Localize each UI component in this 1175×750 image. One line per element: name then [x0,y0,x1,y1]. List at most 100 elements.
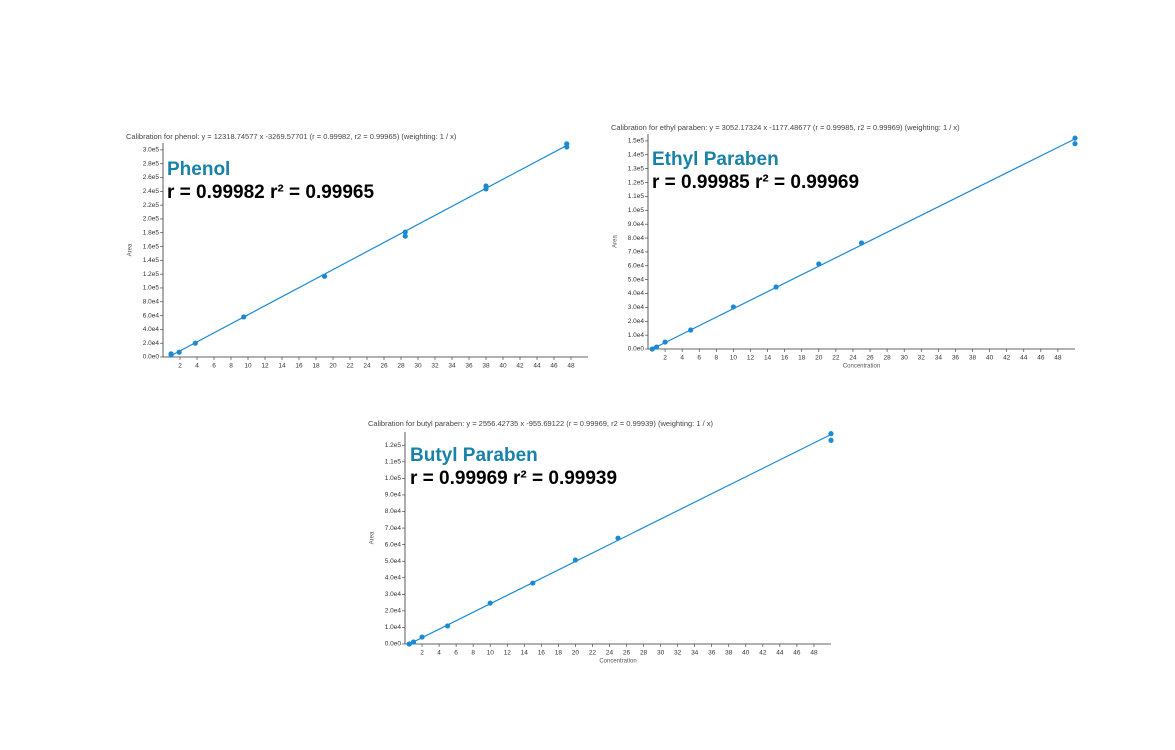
data-point [649,346,655,352]
x-tick-label: 44 [533,363,541,370]
data-point [402,233,408,239]
data-point [828,437,834,443]
data-point [168,351,174,357]
y-tick-label: 9.0e4 [628,221,645,228]
x-tick-label: 10 [487,650,495,657]
fit-line [170,144,568,357]
data-point [406,641,412,647]
data-point [241,314,247,320]
x-tick-label: 36 [952,355,960,362]
x-tick-label: 32 [674,650,682,657]
y-tick-label: 2.0e5 [143,216,160,223]
data-point [1072,141,1078,147]
data-point [662,339,668,345]
x-tick-label: 46 [550,363,558,370]
x-tick-label: 20 [815,355,823,362]
x-tick-label: 8 [715,355,719,362]
x-tick-label: 6 [212,363,216,370]
y-tick-label: 8.0e4 [143,298,160,305]
y-tick-label: 1.4e5 [143,257,160,264]
x-tick-label: 44 [776,650,784,657]
x-tick-label: 6 [697,355,701,362]
y-tick-label: 3.0e5 [143,147,160,154]
x-tick-label: 36 [465,363,473,370]
x-tick-label: 30 [901,355,909,362]
x-tick-label: 24 [606,650,614,657]
x-tick-label: 34 [448,363,456,370]
x-tick-label: 12 [747,355,755,362]
x-tick-label: 10 [244,363,252,370]
y-tick-label: 6.0e4 [143,312,160,319]
compound-name: Phenol [167,159,230,180]
data-point [1072,135,1078,141]
x-tick-label: 32 [918,355,926,362]
x-tick-label: 6 [454,650,458,657]
x-tick-label: 4 [195,363,199,370]
y-tick-label: 2.4e5 [143,188,160,195]
y-tick-label: 1.0e4 [628,332,645,339]
x-tick-label: 26 [623,650,631,657]
y-tick-label: 7.0e4 [628,249,645,256]
x-tick-label: 18 [312,363,320,370]
y-tick-label: 3.0e4 [385,591,402,598]
y-tick-label: 2.0e4 [143,340,160,347]
x-tick-label: 16 [781,355,789,362]
data-point [773,284,779,290]
x-tick-label: 18 [555,650,563,657]
x-tick-label: 22 [832,355,840,362]
x-tick-label: 48 [1054,355,1062,362]
x-tick-label: 48 [810,650,818,657]
x-tick-label: 36 [708,650,716,657]
y-tick-label: 9.0e4 [385,492,402,499]
y-tick-label: 1.0e5 [143,285,160,292]
fit-stats: r = 0.99982 r² = 0.99965 [167,182,374,203]
data-point [530,580,536,586]
y-tick-label: 7.0e4 [385,525,402,532]
x-tick-label: 14 [764,355,772,362]
chart-title: Calibration for phenol: y = 12318.74577 … [126,132,457,141]
data-point [730,304,737,310]
x-tick-label: 4 [680,355,684,362]
x-tick-label: 20 [329,363,337,370]
y-tick-label: 6.0e4 [385,541,402,548]
x-tick-label: 46 [1037,355,1045,362]
x-tick-label: 28 [884,355,892,362]
y-axis-label: Area [613,235,619,248]
y-tick-label: 2.8e5 [143,160,160,167]
x-tick-label: 42 [1003,355,1011,362]
data-point [858,240,865,246]
x-tick-label: 46 [793,650,801,657]
x-tick-label: 8 [471,650,475,657]
data-point [419,634,425,640]
y-tick-label: 0.0e0 [628,346,645,353]
data-point [564,144,570,150]
data-point [176,349,182,355]
data-point [688,327,694,333]
y-tick-label: 1.0e5 [385,475,402,482]
data-point [816,261,822,267]
x-tick-label: 48 [567,363,575,370]
fit-stats: r = 0.99969 r² = 0.99939 [410,468,617,489]
x-tick-label: 16 [295,363,303,370]
data-point [321,273,328,279]
x-tick-label: 42 [759,650,767,657]
data-point [487,600,493,606]
y-tick-label: 2.0e4 [385,608,402,615]
x-tick-label: 14 [278,363,286,370]
data-point [410,639,417,645]
x-tick-label: 38 [725,650,733,657]
x-tick-label: 12 [504,650,512,657]
data-point [402,229,408,235]
x-tick-label: 24 [849,355,857,362]
y-tick-label: 1.1e5 [385,459,402,466]
x-tick-label: 22 [589,650,597,657]
y-tick-label: 6.0e4 [628,262,645,269]
y-tick-label: 1.2e5 [143,271,160,278]
x-tick-label: 22 [346,363,354,370]
x-tick-label: 34 [935,355,943,362]
x-axis-label: Concentration [599,659,636,665]
x-tick-label: 28 [397,363,405,370]
y-tick-label: 1.8e5 [143,229,160,236]
y-tick-label: 5.0e4 [385,558,402,565]
x-tick-label: 34 [691,650,699,657]
